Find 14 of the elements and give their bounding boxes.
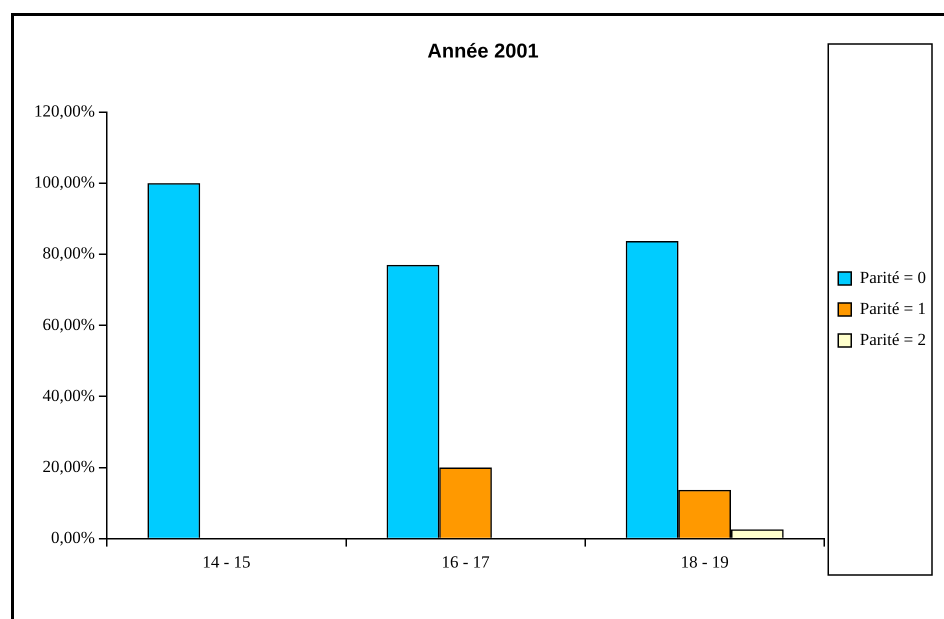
y-tick-label: 100,00% [34,172,95,192]
y-tick-label: 0,00% [50,528,95,548]
legend-label: Parité = 1 [860,298,926,318]
legend-label: Parité = 2 [860,330,926,349]
y-tick-label: 40,00% [42,386,95,405]
chart-title: Année 2001 [427,40,539,63]
y-tick-label: 60,00% [42,314,95,334]
x-tick-label: 14 - 15 [202,552,251,572]
y-tick-label: 80,00% [42,244,95,263]
y-tick-label: 120,00% [34,101,95,120]
x-tick-label: 18 - 19 [680,552,729,572]
y-tick-label: 20,00% [42,456,95,476]
legend-label: Parité = 0 [860,268,926,287]
x-tick-label: 16 - 17 [442,552,490,572]
